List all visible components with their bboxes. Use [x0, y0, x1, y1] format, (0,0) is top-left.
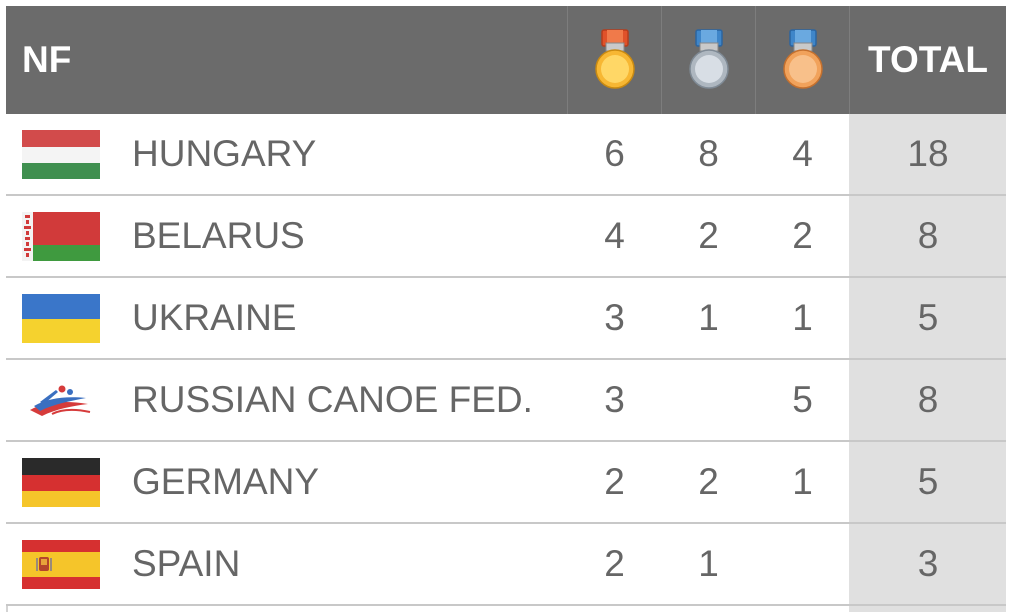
silver-count: 2 — [698, 215, 719, 256]
gold-count: 2 — [604, 461, 625, 502]
silver-column-header — [662, 6, 755, 114]
spain-flag-icon — [22, 540, 100, 589]
germany-flag-icon — [22, 458, 100, 507]
total-cell-bg — [849, 524, 1006, 604]
bronze-medal-icon — [782, 29, 823, 89]
country-name: RUSSIAN CANOE FED. — [132, 379, 533, 420]
total-cell-bg — [849, 360, 1006, 440]
gold-count: 4 — [604, 215, 625, 256]
header-divider — [567, 6, 568, 114]
ukraine-flag-icon — [22, 294, 100, 343]
country-name: UKRAINE — [132, 297, 297, 338]
gold-count: 3 — [604, 297, 625, 338]
country-name: SPAIN — [132, 543, 241, 584]
total-count: 5 — [917, 461, 939, 502]
row-divider — [6, 276, 1006, 278]
gold-count: 6 — [604, 133, 625, 174]
table-row: SPAIN 2 1 3 — [6, 524, 1006, 604]
bronze-count — [756, 524, 849, 604]
table-row: HUNGARY 6 8 4 18 — [6, 114, 1006, 194]
header-divider — [661, 6, 662, 114]
silver-count: 2 — [698, 461, 719, 502]
total-count: 8 — [917, 215, 939, 256]
gold-medal-icon — [594, 29, 635, 89]
header-divider — [755, 6, 756, 114]
table-row: RUSSIAN CANOE FED. 3 5 8 — [6, 360, 1006, 440]
bronze-count: 4 — [792, 133, 813, 174]
total-cell-bg — [849, 442, 1006, 522]
total-count: 5 — [917, 297, 939, 338]
row-divider — [6, 604, 1006, 606]
country-name: BELARUS — [132, 215, 305, 256]
gold-count: 2 — [604, 543, 625, 584]
russian-canoe-federation-logo-icon — [30, 385, 91, 416]
table-row: GERMANY 2 2 1 5 — [6, 442, 1006, 522]
silver-medal-icon — [688, 29, 729, 89]
bronze-count: 1 — [792, 297, 813, 338]
belarus-flag-icon — [22, 212, 100, 261]
total-count: 18 — [907, 133, 949, 174]
header-divider — [849, 6, 850, 114]
total-column-header: TOTAL — [850, 6, 1006, 114]
hungary-flag-icon — [22, 130, 100, 179]
nf-column-header: NF — [22, 6, 71, 114]
silver-count: 1 — [698, 297, 719, 338]
table-header: NF — [6, 6, 1006, 114]
total-cell-bg — [849, 114, 1006, 194]
silver-count — [662, 360, 755, 440]
table-row: UKRAINE 3 1 1 5 — [6, 278, 1006, 358]
row-divider — [6, 440, 1006, 442]
gold-column-header — [568, 6, 661, 114]
total-count: 3 — [917, 543, 939, 584]
gold-count: 3 — [604, 379, 625, 420]
bronze-count: 5 — [792, 379, 813, 420]
total-cell-bg — [849, 606, 1006, 612]
silver-count: 8 — [698, 133, 719, 174]
bronze-count: 1 — [792, 461, 813, 502]
nf-header-label: NF — [22, 39, 72, 80]
row-divider — [6, 358, 1006, 360]
country-name: GERMANY — [132, 461, 320, 502]
bronze-count: 2 — [792, 215, 813, 256]
table-row: BELARUS 4 2 2 8 — [6, 196, 1006, 276]
country-name: HUNGARY — [132, 133, 317, 174]
total-header-label: TOTAL — [868, 39, 988, 80]
total-cell-bg — [849, 196, 1006, 276]
row-divider — [6, 194, 1006, 196]
total-cell-bg — [849, 278, 1006, 358]
row-divider — [6, 522, 1006, 524]
total-count: 8 — [917, 379, 939, 420]
silver-count: 1 — [698, 543, 719, 584]
bronze-column-header — [756, 6, 849, 114]
